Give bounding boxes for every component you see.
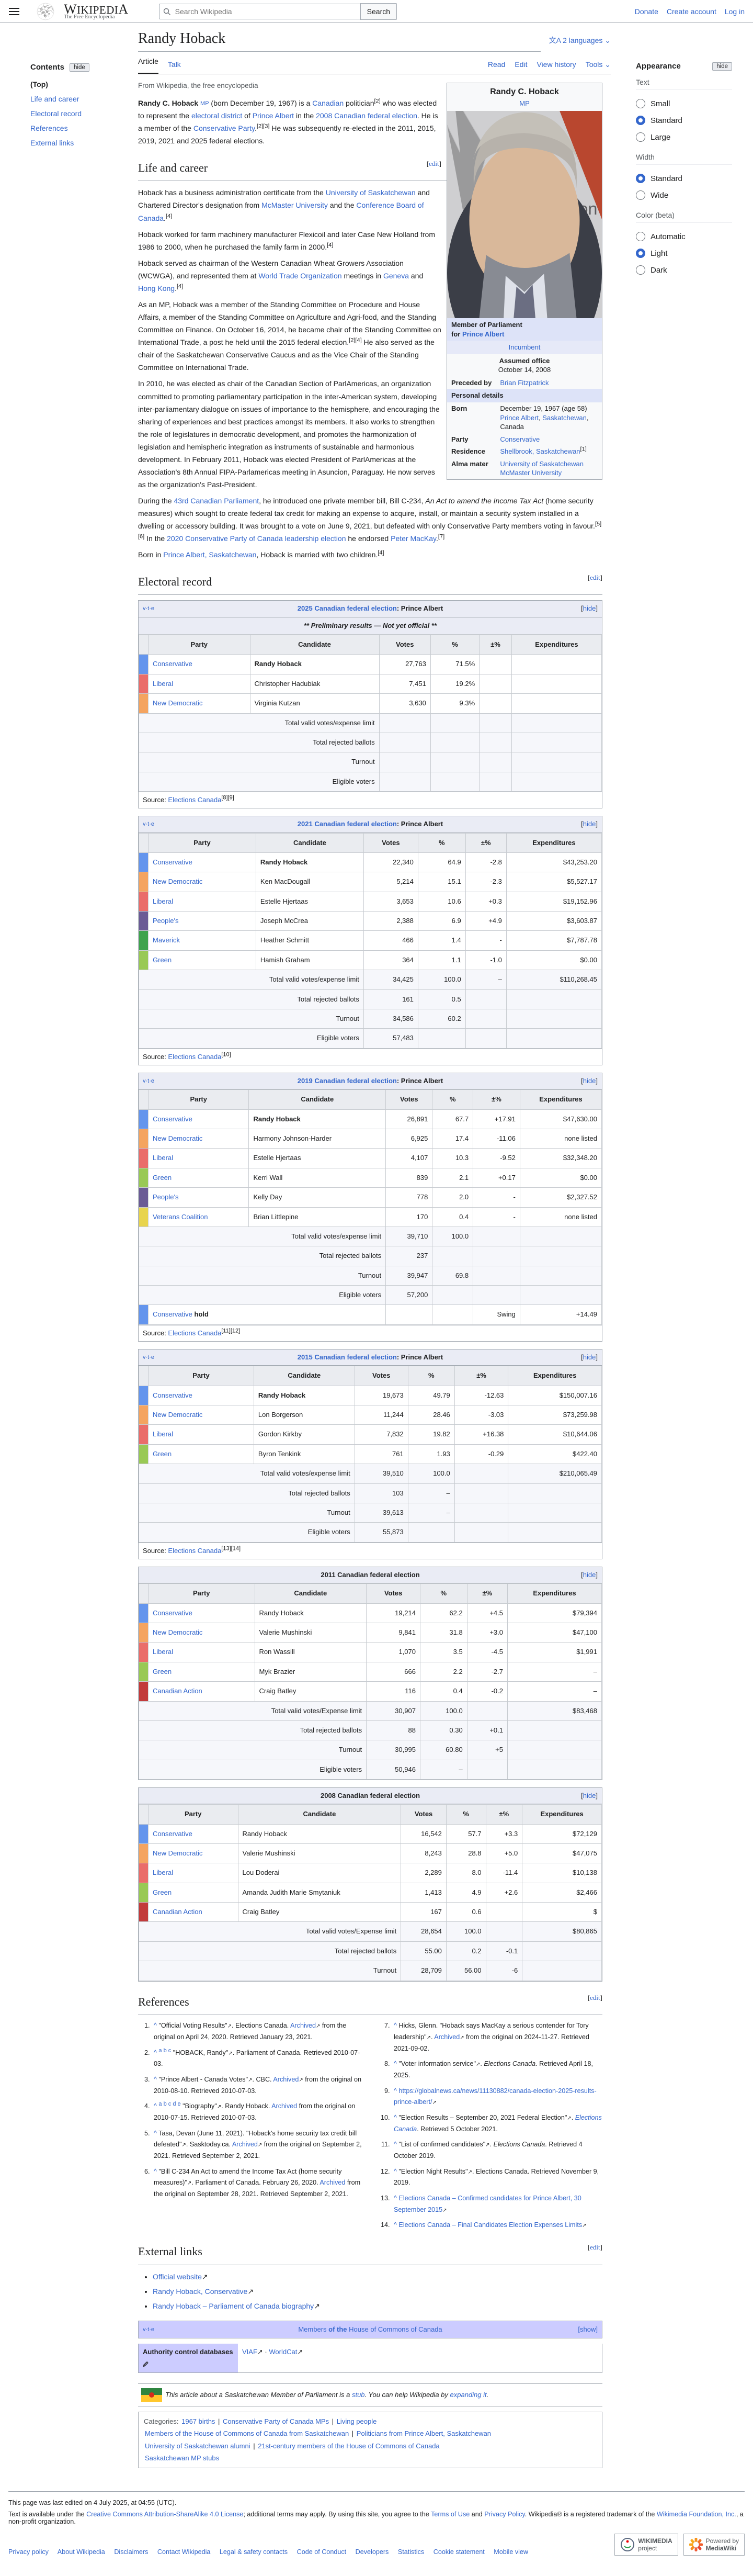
svg-text:你: 你 — [43, 14, 47, 18]
svg-text:杂: 杂 — [42, 11, 44, 15]
svg-text:B: B — [46, 11, 48, 14]
svg-text:日: 日 — [40, 7, 43, 11]
